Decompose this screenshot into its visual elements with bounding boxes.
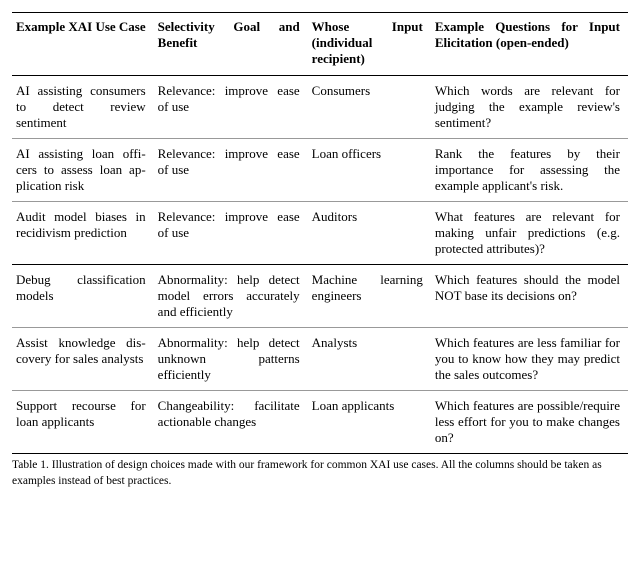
- col-header-2: Whose Input (individual recipient): [308, 13, 431, 76]
- table-cell: Relevance: improve ease of use: [154, 139, 308, 202]
- table-caption: Table 1. Illustration of design choices …: [12, 458, 628, 489]
- table-cell: Changeability: fa­cilitate actionable ch…: [154, 391, 308, 454]
- table-cell: Which words are relevant for judging the…: [431, 76, 628, 139]
- table-cell: Which features are less familiar for you…: [431, 328, 628, 391]
- table-cell: Loan applicants: [308, 391, 431, 454]
- table-cell: Assist knowledge dis­covery for sales an…: [12, 328, 154, 391]
- header-row: Example XAI Use Case Selectivity Goal an…: [12, 13, 628, 76]
- table-cell: Debug classification models: [12, 265, 154, 328]
- table-cell: Abnormality: help detect unknown pattern…: [154, 328, 308, 391]
- table-cell: AI assisting loan offi­cers to assess lo…: [12, 139, 154, 202]
- table-row: Audit model biases in recidivism predict…: [12, 202, 628, 265]
- table-cell: Relevance: improve ease of use: [154, 202, 308, 265]
- table-row: Support recourse for loan applicantsChan…: [12, 391, 628, 454]
- table-cell: What features are rel­evant for making u…: [431, 202, 628, 265]
- table-cell: Abnormality: help detect model errors ac…: [154, 265, 308, 328]
- table-row: Debug classification modelsAbnormality: …: [12, 265, 628, 328]
- table-row: AI assisting con­sumers to detect review…: [12, 76, 628, 139]
- table-row: Assist knowledge dis­covery for sales an…: [12, 328, 628, 391]
- table-cell: Consumers: [308, 76, 431, 139]
- table-cell: Machine learning engineers: [308, 265, 431, 328]
- table-row: AI assisting loan offi­cers to assess lo…: [12, 139, 628, 202]
- table-cell: Which features should the model NOT base…: [431, 265, 628, 328]
- table-cell: Auditors: [308, 202, 431, 265]
- table-cell: Which features are possi­ble/require les…: [431, 391, 628, 454]
- table-cell: Audit model biases in recidivism predict…: [12, 202, 154, 265]
- table-cell: AI assisting con­sumers to detect review…: [12, 76, 154, 139]
- col-header-0: Example XAI Use Case: [12, 13, 154, 76]
- table-cell: Loan officers: [308, 139, 431, 202]
- table-cell: Analysts: [308, 328, 431, 391]
- table-cell: Rank the features by their importance fo…: [431, 139, 628, 202]
- col-header-1: Selectivity Goal and Benefit: [154, 13, 308, 76]
- col-header-3: Example Questions for Input Elicitation …: [431, 13, 628, 76]
- xai-table: Example XAI Use Case Selectivity Goal an…: [12, 12, 628, 454]
- table-cell: Relevance: improve ease of use: [154, 76, 308, 139]
- table-cell: Support recourse for loan applicants: [12, 391, 154, 454]
